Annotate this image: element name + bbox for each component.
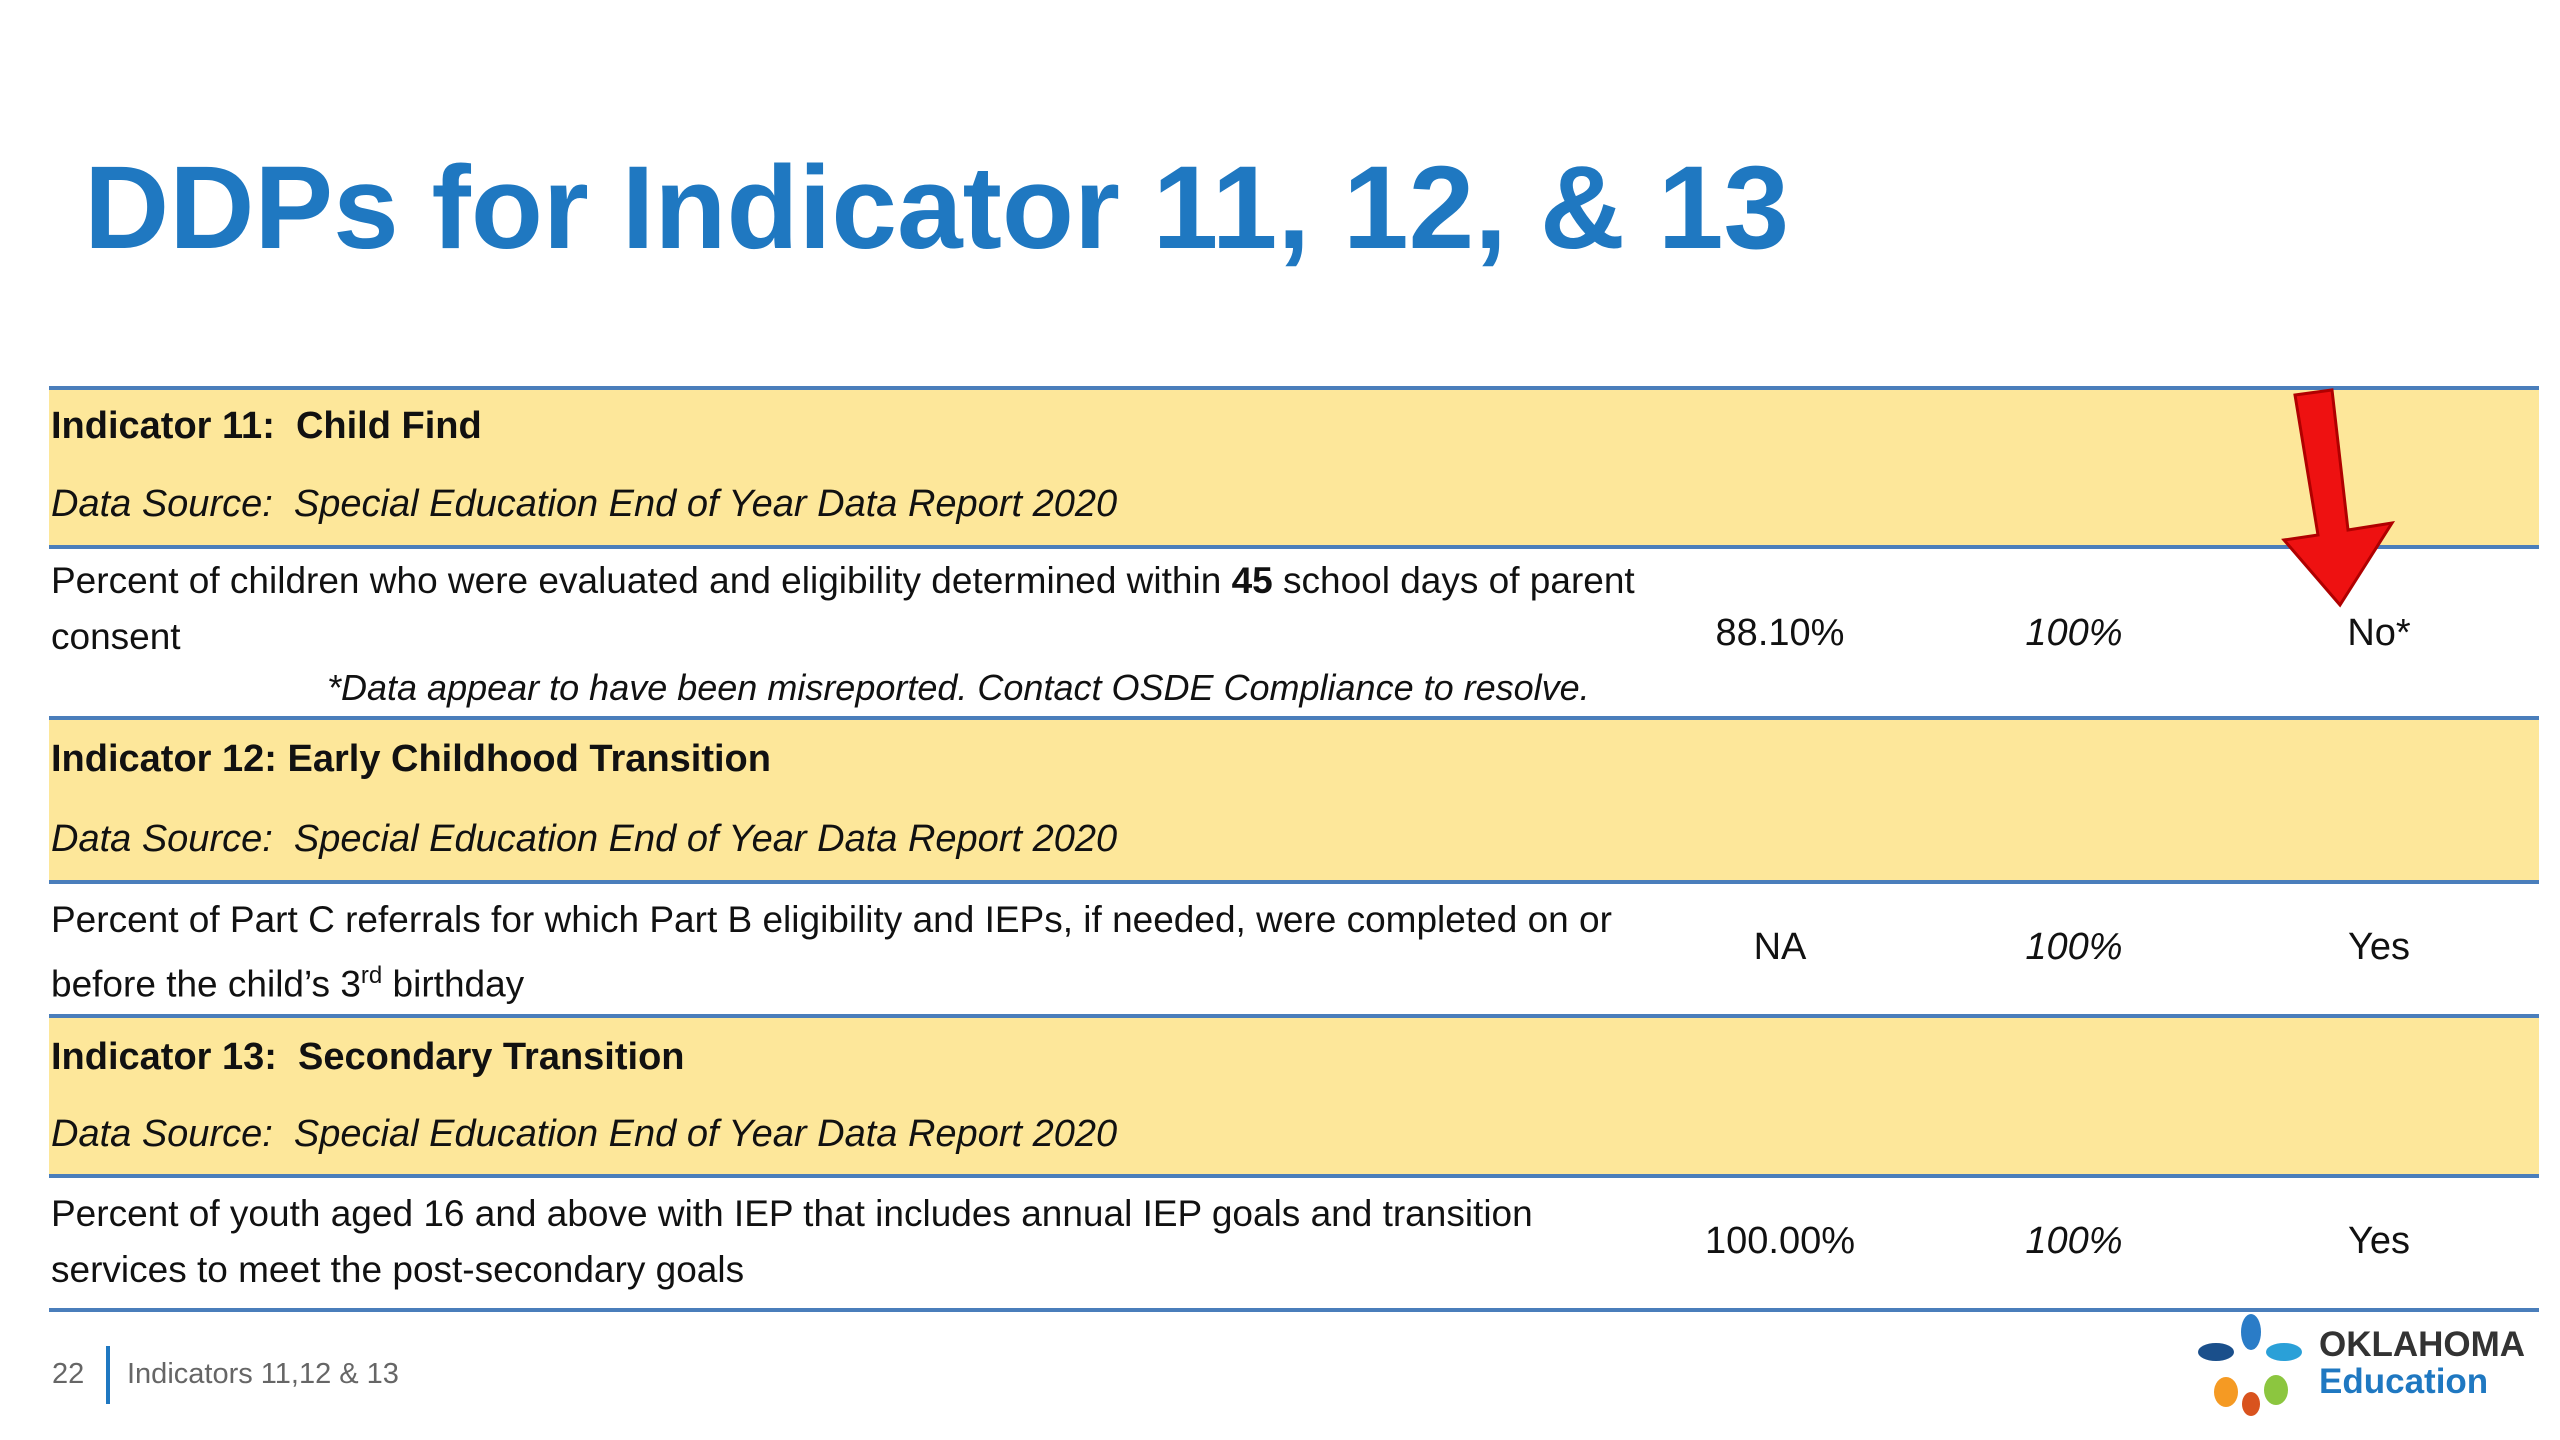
text: Percent of Part C referrals for which Pa… [51,899,1612,1005]
value: 88.10% [1715,612,1845,654]
page-number: 22 [52,1358,85,1390]
data-source: Data Source: Special Education End of Ye… [51,1113,1117,1156]
text: birthday [382,963,525,1005]
rule [49,880,2539,884]
divider [106,1346,110,1404]
data-source: Data Source: Special Education End of Ye… [51,483,1117,526]
description: Percent of youth aged 16 and above with … [51,1193,1533,1290]
rule [49,386,2539,390]
note: *Data appear to have been misreported. C… [327,667,1590,708]
source-label: Data Source: [51,483,273,525]
logo-text: OKLAHOMA [2319,1325,2526,1364]
met: No* [2347,612,2411,654]
source-text: Special Education End of Year Data Repor… [293,1113,1118,1155]
rule [49,545,2539,549]
met: Yes [2348,1220,2410,1262]
arrow-shape [2281,388,2396,608]
source-text: Special Education End of Year Data Repor… [293,483,1118,525]
value: 100.00% [1704,1220,1855,1262]
red-arrow [2281,388,2396,608]
section-header: Indicator 12: Early Childhood Transition [51,738,771,780]
superscript: rd [360,962,383,989]
section-band [49,389,2539,547]
rule [49,716,2539,720]
slide-title: DDPs for Indicator 11, 12, & 13 [84,142,1790,274]
section-band [49,1018,2539,1176]
rule [49,1308,2539,1312]
footer-label: Indicators 11,12 & 13 [127,1358,399,1390]
value: NA [1753,926,1807,968]
source-label: Data Source: [51,1113,273,1155]
description: Percent of children who were evaluated a… [51,553,1641,665]
rule [49,1014,2539,1018]
logo-mark [2198,1314,2302,1416]
target: 100% [2025,1220,2123,1262]
source-text: Special Education End of Year Data Repor… [293,818,1118,860]
target: 100% [2025,612,2123,654]
text: Percent of children who were evaluated a… [51,560,1232,601]
logo-petals [2198,1314,2302,1416]
target: 100% [2025,926,2123,968]
section-header: Indicator 13: Secondary Transition [51,1036,685,1078]
text: 45 [1231,560,1273,601]
data-source: Data Source: Special Education End of Ye… [51,818,1117,861]
logo-text: Education [2319,1362,2489,1401]
section-band [49,720,2539,882]
text: school days of parent consent [51,560,1635,657]
source-label: Data Source: [51,818,273,860]
met: Yes [2348,926,2410,968]
section-header: Indicator 11: Child Find [51,405,482,447]
rule [49,1174,2539,1178]
description: Percent of Part C referrals for which Pa… [51,892,1641,1012]
